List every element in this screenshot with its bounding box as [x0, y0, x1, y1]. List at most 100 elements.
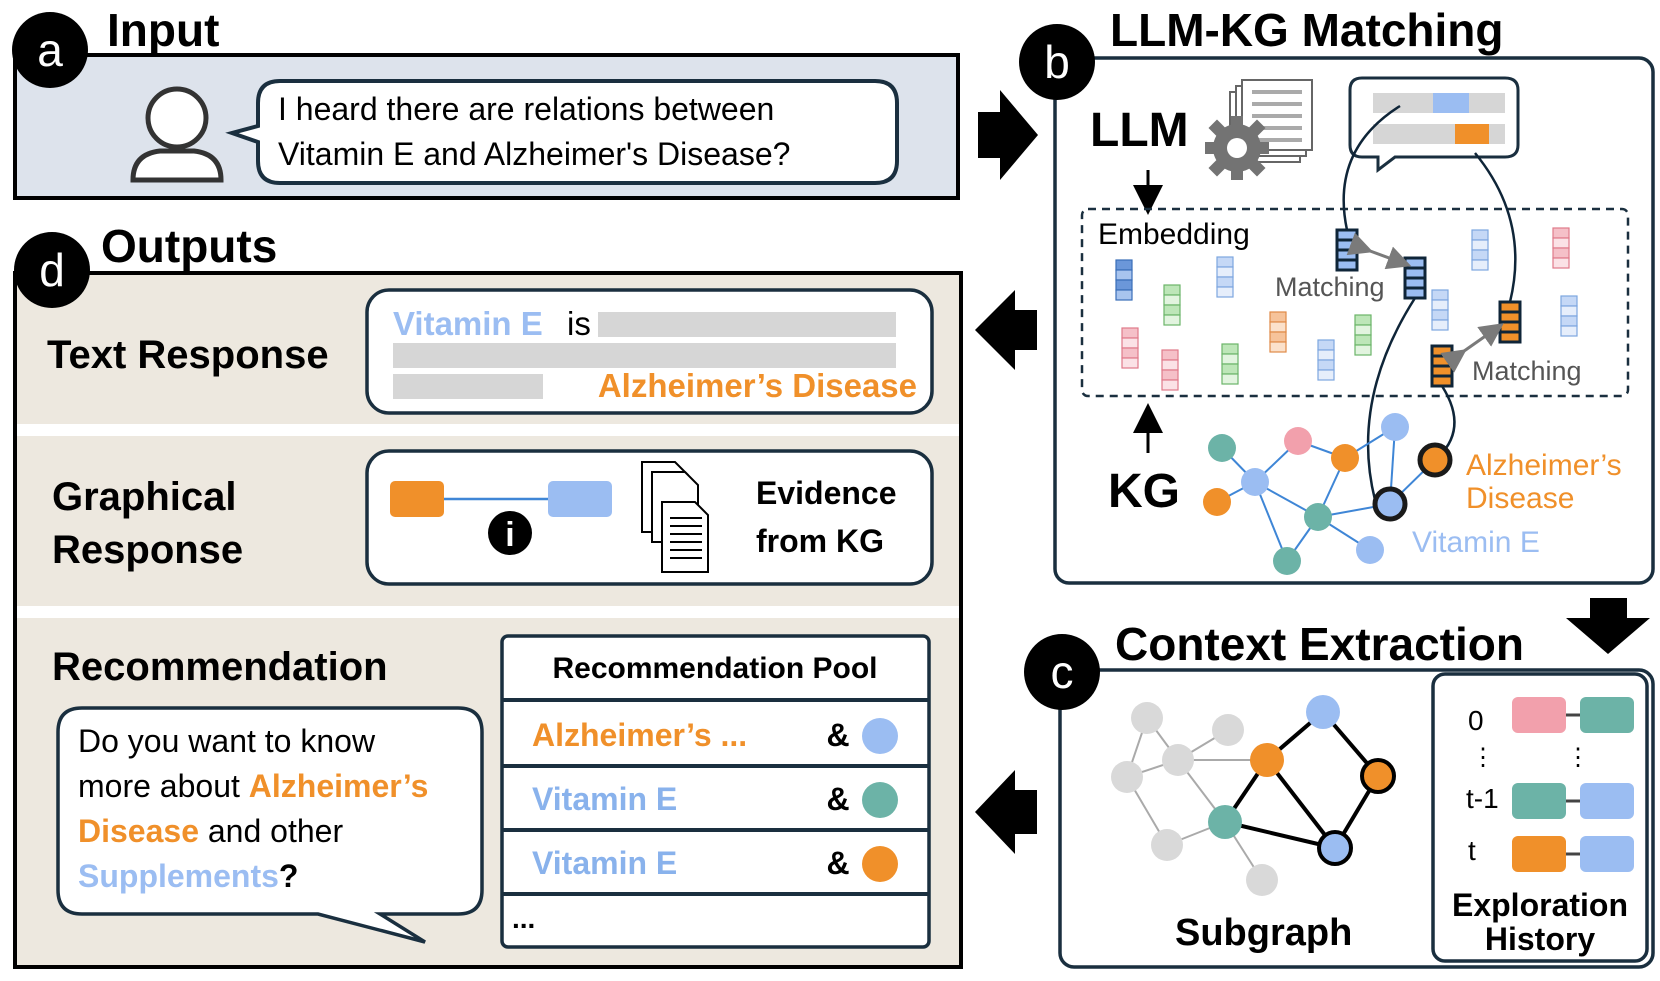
bubble-question-mark: ?	[279, 858, 299, 894]
gear-icon	[1205, 116, 1269, 180]
graph-node-blue	[548, 481, 612, 517]
vector-pink-2	[1161, 349, 1179, 391]
panel-d-badge	[14, 232, 90, 308]
history-step-dots: ⋮	[1471, 744, 1495, 771]
bubble-disease: Disease	[78, 813, 199, 849]
pool-row-node	[862, 782, 898, 818]
pool-row[interactable]: Vitamin E &	[532, 845, 898, 882]
pool-more: ...	[512, 903, 535, 934]
subgraph-label: Subgraph	[1175, 912, 1352, 954]
text-response-label: Text Response	[47, 333, 329, 377]
pool-row-amp: &	[826, 781, 849, 817]
subgraph-node-gray-5	[1151, 829, 1183, 861]
text-response-is: is	[567, 305, 591, 342]
pool-row-node	[862, 846, 898, 882]
panel-llm-kg-matching: b LLM-KG Matching LLM	[1019, 4, 1655, 585]
graph-node-orange	[390, 481, 444, 517]
flow-arrows	[975, 90, 1650, 854]
kg-node-blue-3	[1356, 536, 1384, 564]
outputs-divider-1	[17, 424, 959, 436]
history-label-line-2: History	[1485, 921, 1595, 957]
subgraph-node-gray-3	[1162, 744, 1194, 776]
matching-label-2: Matching	[1472, 356, 1582, 386]
vector-green-2	[1221, 343, 1239, 385]
pool-row[interactable]: Alzheimer’s ... &	[532, 717, 898, 754]
history-pair-t	[1512, 836, 1634, 872]
entity-alzheimers-line-2: Disease	[1466, 482, 1574, 515]
panel-d-title: Outputs	[101, 220, 277, 272]
vector-lightblue	[1216, 256, 1234, 298]
kg-vector-blue	[1403, 256, 1427, 300]
subgraph-node-orange	[1250, 743, 1284, 777]
bubble-line-4: Supplements?	[78, 858, 298, 894]
matching-arrow-1	[1346, 232, 1412, 270]
panel-c-title: Context Extraction	[1115, 618, 1524, 670]
history-step-0: 0	[1468, 705, 1484, 736]
evidence-label-2: from KG	[756, 523, 884, 559]
subgraph-node-gray-2	[1111, 761, 1143, 793]
vector-green-3	[1354, 314, 1372, 356]
recommendation-label: Recommendation	[52, 645, 388, 689]
recommendation-pool: Recommendation Pool Alzheimer’s ... & Vi…	[500, 634, 931, 949]
text-placeholder-3	[393, 374, 543, 399]
subgraph	[1111, 695, 1396, 896]
knowledge-graph	[1203, 413, 1453, 575]
subgraph-node-gray-1	[1131, 702, 1163, 734]
history-pair-t-1	[1512, 783, 1634, 819]
subgraph-node-teal	[1208, 805, 1242, 839]
panel-c-badge	[1024, 634, 1100, 710]
panel-a-letter: a	[37, 24, 63, 76]
evidence-label-1: Evidence	[756, 475, 897, 511]
recommendation-bubble	[56, 706, 484, 944]
vector-pink	[1121, 327, 1139, 369]
evidence-document-stack-icon	[641, 461, 709, 573]
history-step-t-1: t-1	[1466, 783, 1499, 814]
arrow-c-to-d	[975, 770, 1037, 854]
pool-row-amp: &	[826, 717, 849, 753]
subgraph-node-blue	[1306, 695, 1340, 729]
vector-pink-3	[1552, 227, 1570, 269]
kg-node-teal-2	[1304, 503, 1332, 531]
subgraph-node-vitamin-e	[1317, 830, 1353, 866]
kg-node-pink	[1284, 427, 1312, 455]
panel-context-extraction: c Context Extraction	[1024, 618, 1655, 969]
query-line-2: Vitamin E and Alzheimer's Disease?	[278, 136, 790, 172]
subgraph-node-alzheimers	[1360, 758, 1396, 794]
kg-node-blue	[1241, 468, 1269, 496]
bubble-line-2: more about Alzheimer’s	[78, 768, 428, 804]
pool-row[interactable]: Vitamin E &	[532, 781, 898, 818]
panel-c-letter: c	[1051, 646, 1074, 698]
kg-vector-orange	[1430, 344, 1454, 388]
matching-arrow-2	[1440, 323, 1504, 373]
kg-node-blue-2	[1381, 413, 1409, 441]
info-glyph: i	[505, 516, 514, 554]
kg-node-orange	[1203, 488, 1231, 516]
matching-panel-box	[1053, 56, 1655, 585]
llm-vector-blue	[1335, 228, 1359, 272]
graphical-response-label-1: Graphical	[52, 475, 237, 519]
user-icon	[130, 86, 224, 183]
vector-lightblue-4	[1471, 229, 1489, 271]
bubble-line-1: Do you want to know	[78, 723, 376, 759]
panel-outputs: d Outputs Text Response Vitamin E is Alz…	[13, 220, 963, 969]
bubble-line-2-text: more about	[78, 768, 249, 804]
kg-label: KG	[1108, 465, 1180, 518]
kg-node-teal	[1208, 434, 1236, 462]
kg-node-teal-3	[1273, 547, 1301, 575]
kg-node-alzheimers	[1417, 442, 1453, 478]
llm-vector-orange	[1498, 300, 1522, 344]
embedding-label: Embedding	[1098, 218, 1250, 251]
vector-blue	[1115, 259, 1133, 301]
info-icon	[488, 511, 532, 555]
subgraph-node-gray-6	[1246, 864, 1278, 896]
pool-row-amp: &	[826, 845, 849, 881]
pool-row-node	[862, 718, 898, 754]
panel-b-letter: b	[1044, 36, 1070, 88]
text-response-disease: Alzheimer’s Disease	[598, 367, 917, 404]
arrow-b-to-d	[975, 290, 1037, 370]
arrow-b-to-c	[1566, 598, 1650, 654]
history-step-t: t	[1468, 835, 1476, 866]
text-placeholder-1	[598, 312, 896, 337]
query-bubble	[225, 79, 899, 185]
entity-vitamin-e: Vitamin E	[1412, 526, 1540, 559]
